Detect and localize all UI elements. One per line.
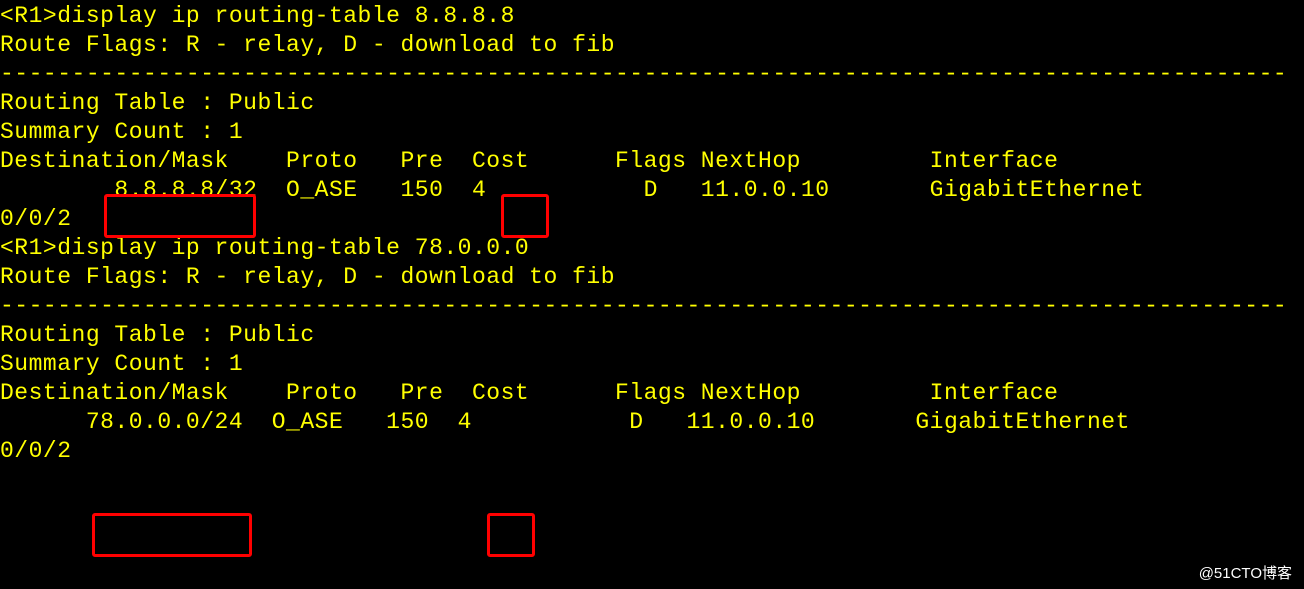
highlight-box-1 bbox=[104, 194, 256, 238]
route-flags-1: Route Flags: R - relay, D - download to … bbox=[0, 31, 1304, 60]
table-row-2: 78.0.0.0/24 O_ASE 150 4 D 11.0.0.10 Giga… bbox=[0, 408, 1304, 437]
routing-table-label-1: Routing Table : Public bbox=[0, 89, 1304, 118]
highlight-box-4 bbox=[487, 513, 535, 557]
watermark-text: @51CTO博客 bbox=[1199, 562, 1292, 583]
divider-2: ----------------------------------------… bbox=[0, 292, 1304, 321]
route-flags-2: Route Flags: R - relay, D - download to … bbox=[0, 263, 1304, 292]
cmd-prompt-2: <R1>display ip routing-table 78.0.0.0 bbox=[0, 234, 1304, 263]
highlight-box-3 bbox=[92, 513, 252, 557]
highlight-box-2 bbox=[501, 194, 549, 238]
table-header-1: Destination/Mask Proto Pre Cost Flags Ne… bbox=[0, 147, 1304, 176]
cmd-prompt-1: <R1>display ip routing-table 8.8.8.8 bbox=[0, 2, 1304, 31]
divider-1: ----------------------------------------… bbox=[0, 60, 1304, 89]
summary-count-2: Summary Count : 1 bbox=[0, 350, 1304, 379]
table-header-2: Destination/Mask Proto Pre Cost Flags Ne… bbox=[0, 379, 1304, 408]
interface-continuation-2: 0/0/2 bbox=[0, 437, 1304, 466]
routing-table-label-2: Routing Table : Public bbox=[0, 321, 1304, 350]
summary-count-1: Summary Count : 1 bbox=[0, 118, 1304, 147]
